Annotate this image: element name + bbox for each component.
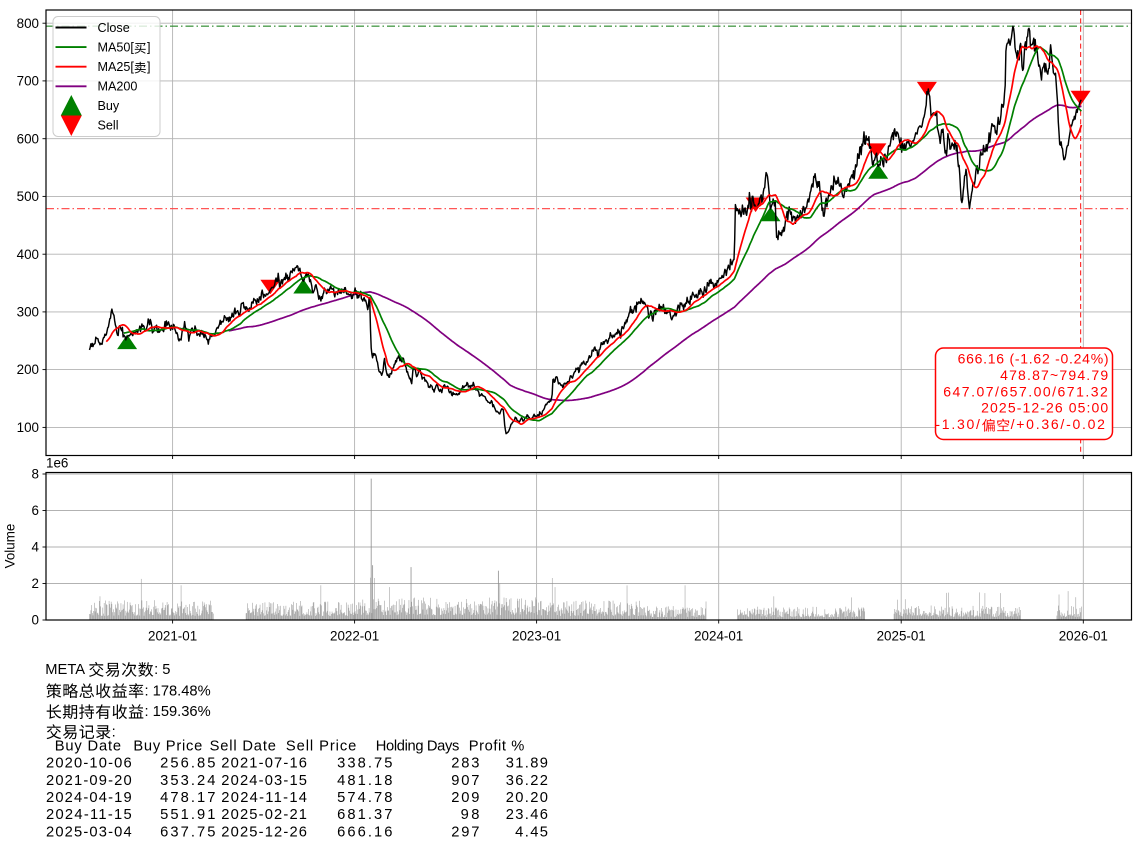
svg-text:907: 907: [451, 773, 481, 789]
svg-text:23.46: 23.46: [506, 807, 550, 823]
svg-text:353.24: 353.24: [160, 773, 217, 789]
svg-text:-1.30/: -1.30/: [935, 416, 981, 432]
svg-text:700: 700: [17, 74, 39, 89]
svg-text:283: 283: [451, 756, 481, 772]
svg-text:666.16 (-1.62 -0.24%): 666.16 (-1.62 -0.24%): [958, 350, 1110, 366]
svg-text:Buy: Buy: [98, 99, 120, 113]
svg-text:400: 400: [17, 247, 39, 262]
svg-text:2020-10-06: 2020-10-06: [46, 756, 133, 772]
svg-text:6: 6: [32, 503, 39, 518]
svg-text:Buy Date: Buy Date: [55, 739, 122, 755]
svg-text:681.37: 681.37: [337, 807, 394, 823]
svg-text:MA50[: MA50[: [98, 41, 135, 55]
svg-text:338.75: 338.75: [337, 756, 394, 772]
svg-text:MA25[: MA25[: [98, 60, 135, 74]
svg-text:4.45: 4.45: [515, 824, 549, 840]
svg-text:2024-11-14: 2024-11-14: [221, 790, 308, 806]
svg-text:: 5: : 5: [154, 662, 170, 678]
svg-text:Buy Price: Buy Price: [133, 739, 203, 755]
svg-text:31.89: 31.89: [506, 756, 550, 772]
svg-text:1e6: 1e6: [46, 456, 68, 471]
svg-text:Sell Price: Sell Price: [286, 739, 357, 755]
svg-text:0: 0: [32, 613, 39, 628]
svg-text:297: 297: [451, 824, 481, 840]
svg-text:20.20: 20.20: [506, 790, 550, 806]
svg-text:800: 800: [17, 16, 39, 31]
svg-text:478.87~794.79: 478.87~794.79: [1000, 367, 1109, 383]
svg-text:551.91: 551.91: [160, 807, 217, 823]
svg-text:2021-07-16: 2021-07-16: [221, 756, 308, 772]
svg-text:]: ]: [147, 60, 151, 74]
svg-text:478.17: 478.17: [160, 790, 217, 806]
svg-text:209: 209: [451, 790, 481, 806]
svg-text:500: 500: [17, 189, 39, 204]
svg-text:Sell Date: Sell Date: [210, 739, 277, 755]
svg-text:2021-01: 2021-01: [148, 629, 197, 644]
svg-text:2026-01: 2026-01: [1059, 629, 1108, 644]
svg-text:2024-01: 2024-01: [694, 629, 743, 644]
svg-text:2025-12-26 05:00: 2025-12-26 05:00: [981, 400, 1109, 416]
svg-text:MA200: MA200: [98, 80, 138, 94]
svg-text:2025-01: 2025-01: [877, 629, 926, 644]
svg-text:2024-03-15: 2024-03-15: [221, 773, 308, 789]
svg-text:2021-09-20: 2021-09-20: [46, 773, 133, 789]
svg-text:META: META: [45, 662, 85, 678]
svg-text:2023-01: 2023-01: [512, 629, 561, 644]
svg-text:2025-12-26: 2025-12-26: [221, 824, 308, 840]
svg-text:36.22: 36.22: [506, 773, 550, 789]
svg-text:Volume: Volume: [3, 524, 18, 569]
svg-text:666.16: 666.16: [337, 824, 394, 840]
svg-text:300: 300: [17, 305, 39, 320]
svg-text:Sell: Sell: [98, 119, 119, 133]
svg-text:647.07/657.00/671.32: 647.07/657.00/671.32: [943, 383, 1109, 399]
svg-text:]: ]: [147, 41, 151, 55]
svg-text:Profit %: Profit %: [469, 739, 525, 755]
svg-text::: :: [112, 724, 116, 740]
svg-text:100: 100: [17, 420, 39, 435]
svg-text:256.85: 256.85: [160, 756, 217, 772]
svg-text:2025-03-04: 2025-03-04: [46, 824, 133, 840]
svg-text:637.75: 637.75: [160, 824, 217, 840]
svg-text:4: 4: [32, 540, 40, 555]
svg-text:Close: Close: [98, 21, 130, 35]
svg-text:8: 8: [32, 467, 39, 482]
svg-text:98: 98: [461, 807, 482, 823]
svg-text:/+0.36/-0.02: /+0.36/-0.02: [1011, 416, 1107, 432]
svg-text:Holding Days: Holding Days: [376, 739, 459, 755]
svg-text:600: 600: [17, 131, 39, 146]
svg-text:481.18: 481.18: [337, 773, 394, 789]
svg-text:: 178.48%: : 178.48%: [145, 683, 211, 699]
svg-text:200: 200: [17, 362, 39, 377]
svg-text:2024-11-15: 2024-11-15: [46, 807, 133, 823]
svg-text:: 159.36%: : 159.36%: [145, 704, 211, 720]
svg-text:574.78: 574.78: [337, 790, 394, 806]
svg-text:2: 2: [32, 576, 39, 591]
svg-text:2024-04-19: 2024-04-19: [46, 790, 133, 806]
svg-text:2022-01: 2022-01: [330, 629, 379, 644]
svg-text:2025-02-21: 2025-02-21: [221, 807, 308, 823]
